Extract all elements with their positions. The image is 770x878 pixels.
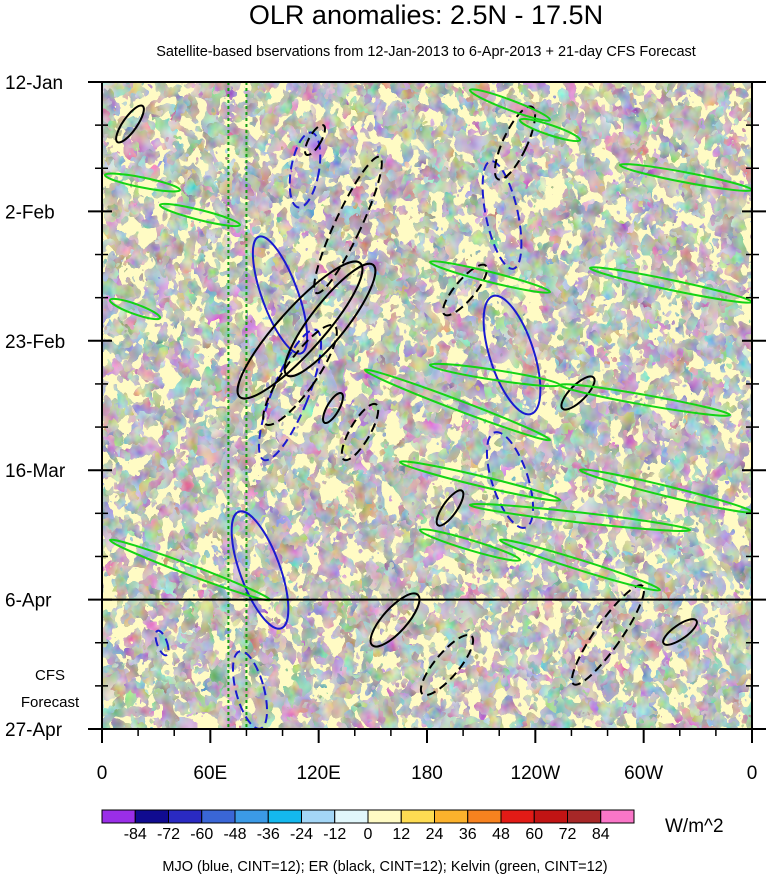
er-contour: [369, 592, 421, 648]
x-tick-label: 120W: [511, 763, 561, 784]
colorbar-label: 12: [392, 826, 410, 843]
y-tick-label: 27-Apr: [5, 720, 63, 741]
er-contour: [570, 584, 646, 686]
wave-contours: [103, 82, 752, 729]
colorbar-label: -72: [157, 826, 180, 843]
y-tick-label: 12-Jan: [5, 73, 63, 94]
kelvin-contour: [518, 117, 582, 143]
anomaly-layer: [102, 82, 752, 729]
kelvin-contour: [398, 460, 562, 502]
kelvin-contour: [428, 260, 552, 294]
colorbar-swatch: [400, 809, 435, 824]
er-contour: [115, 104, 145, 144]
colorbar: -84 -72 -60 -48 -36 -24 -12 0 12 24 36 48 60 72 84: [101, 809, 635, 843]
er-contour: [435, 489, 465, 527]
colorbar-swatch: [600, 809, 635, 824]
kelvin-contour: [498, 538, 662, 592]
colorbar-swatch: [201, 809, 236, 824]
colorbar-label: -24: [290, 826, 313, 843]
mjo-contour: [257, 328, 323, 462]
colorbar-swatch: [467, 809, 502, 824]
colorbar-label: 84: [592, 826, 610, 843]
colorbar-label: 0: [364, 826, 373, 843]
colorbar-label: 36: [459, 826, 477, 843]
er-contour: [560, 375, 596, 411]
er-contour: [262, 324, 338, 426]
kelvin-contour: [103, 172, 182, 193]
forecast-label: CFS Forecast: [21, 667, 80, 711]
colorbar-swatch: [234, 809, 269, 824]
er-contour: [442, 263, 488, 317]
mjo-contour: [230, 510, 290, 630]
colorbar-swatch: [500, 809, 535, 824]
er-contour: [340, 402, 380, 462]
colorbar-swatch: [367, 809, 402, 824]
colorbar-swatch: [334, 809, 369, 824]
kelvin-contour: [108, 297, 162, 321]
colorbar-label: 48: [492, 826, 510, 843]
er-contour: [322, 391, 344, 425]
y-tick-label: 16-Mar: [5, 461, 66, 482]
colorbar-label: -60: [190, 826, 213, 843]
kelvin-contour: [558, 383, 732, 417]
kelvin-contour: [588, 266, 752, 304]
er-contour: [304, 123, 326, 157]
colorbar-label: -36: [257, 826, 280, 843]
chart-subtitle: Satellite-based bservations from 12-Jan-…: [156, 44, 696, 60]
kelvin-contour: [468, 503, 692, 532]
colorbar-swatch: [301, 809, 336, 824]
er-contour: [493, 105, 537, 181]
anomaly-field: [102, 82, 752, 729]
colorbar-swatch: [567, 809, 602, 824]
mjo-contour: [251, 235, 309, 355]
y-axis: 12-Jan 2-Feb 23-Feb 16-Mar 6-Apr 27-Apr: [5, 73, 766, 741]
colorbar-swatch: [134, 809, 169, 824]
er-contour: [313, 155, 383, 295]
y-tick-label: 6-Apr: [5, 591, 52, 612]
colorbar-label: 60: [525, 826, 543, 843]
footer-note: MJO (blue, CINT=12); ER (black, CINT=12)…: [162, 859, 607, 875]
x-tick-label: 180: [411, 763, 443, 784]
er-contour: [283, 262, 377, 378]
er-contour: [662, 618, 698, 646]
forecast-label-line: Forecast: [21, 694, 80, 711]
y-tick-label: 23-Feb: [5, 332, 65, 353]
kelvin-contour: [418, 528, 522, 562]
x-tick-label: 0: [97, 763, 108, 784]
colorbar-label: 24: [426, 826, 444, 843]
colorbar-label: -84: [124, 826, 147, 843]
colorbar-label: 72: [559, 826, 577, 843]
chart-title: OLR anomalies: 2.5N - 17.5N: [249, 0, 603, 30]
kelvin-contour: [158, 202, 242, 228]
er-contour: [236, 260, 364, 400]
kelvin-contour: [363, 368, 552, 442]
x-tick-label: 60W: [624, 763, 663, 784]
mjo-contour: [482, 294, 542, 416]
y-tick-label: 2-Feb: [5, 202, 55, 223]
kelvin-contour: [468, 88, 552, 122]
kelvin-contour: [618, 163, 752, 192]
colorbar-units: W/m^2: [665, 816, 724, 837]
colorbar-swatch: [533, 809, 568, 824]
forecast-label-line: CFS: [35, 667, 65, 684]
colorbar-label: -12: [323, 826, 346, 843]
colorbar-label: -48: [223, 826, 246, 843]
colorbar-swatch: [101, 809, 136, 824]
colorbar-swatch: [434, 809, 469, 824]
colorbar-swatch: [267, 809, 302, 824]
x-tick-label: 0: [747, 763, 758, 784]
x-axis: 0 60E 120E 180 120W 60W 0: [97, 729, 758, 784]
mjo-contour: [481, 160, 523, 270]
er-contour: [419, 633, 475, 697]
x-tick-label: 120E: [296, 763, 340, 784]
mjo-contour: [485, 431, 535, 529]
x-tick-label: 60E: [193, 763, 227, 784]
mjo-contour: [154, 629, 170, 657]
plot-area: [102, 82, 752, 729]
colorbar-swatch: [168, 809, 203, 824]
